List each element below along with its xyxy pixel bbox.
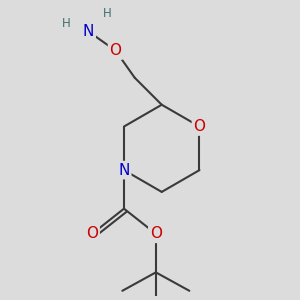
Text: O: O xyxy=(110,43,122,58)
Text: H: H xyxy=(103,7,111,20)
Text: N: N xyxy=(118,163,130,178)
Text: O: O xyxy=(86,226,98,241)
Text: O: O xyxy=(150,226,162,241)
Text: O: O xyxy=(194,119,206,134)
Text: H: H xyxy=(62,16,71,30)
Text: N: N xyxy=(83,24,94,39)
